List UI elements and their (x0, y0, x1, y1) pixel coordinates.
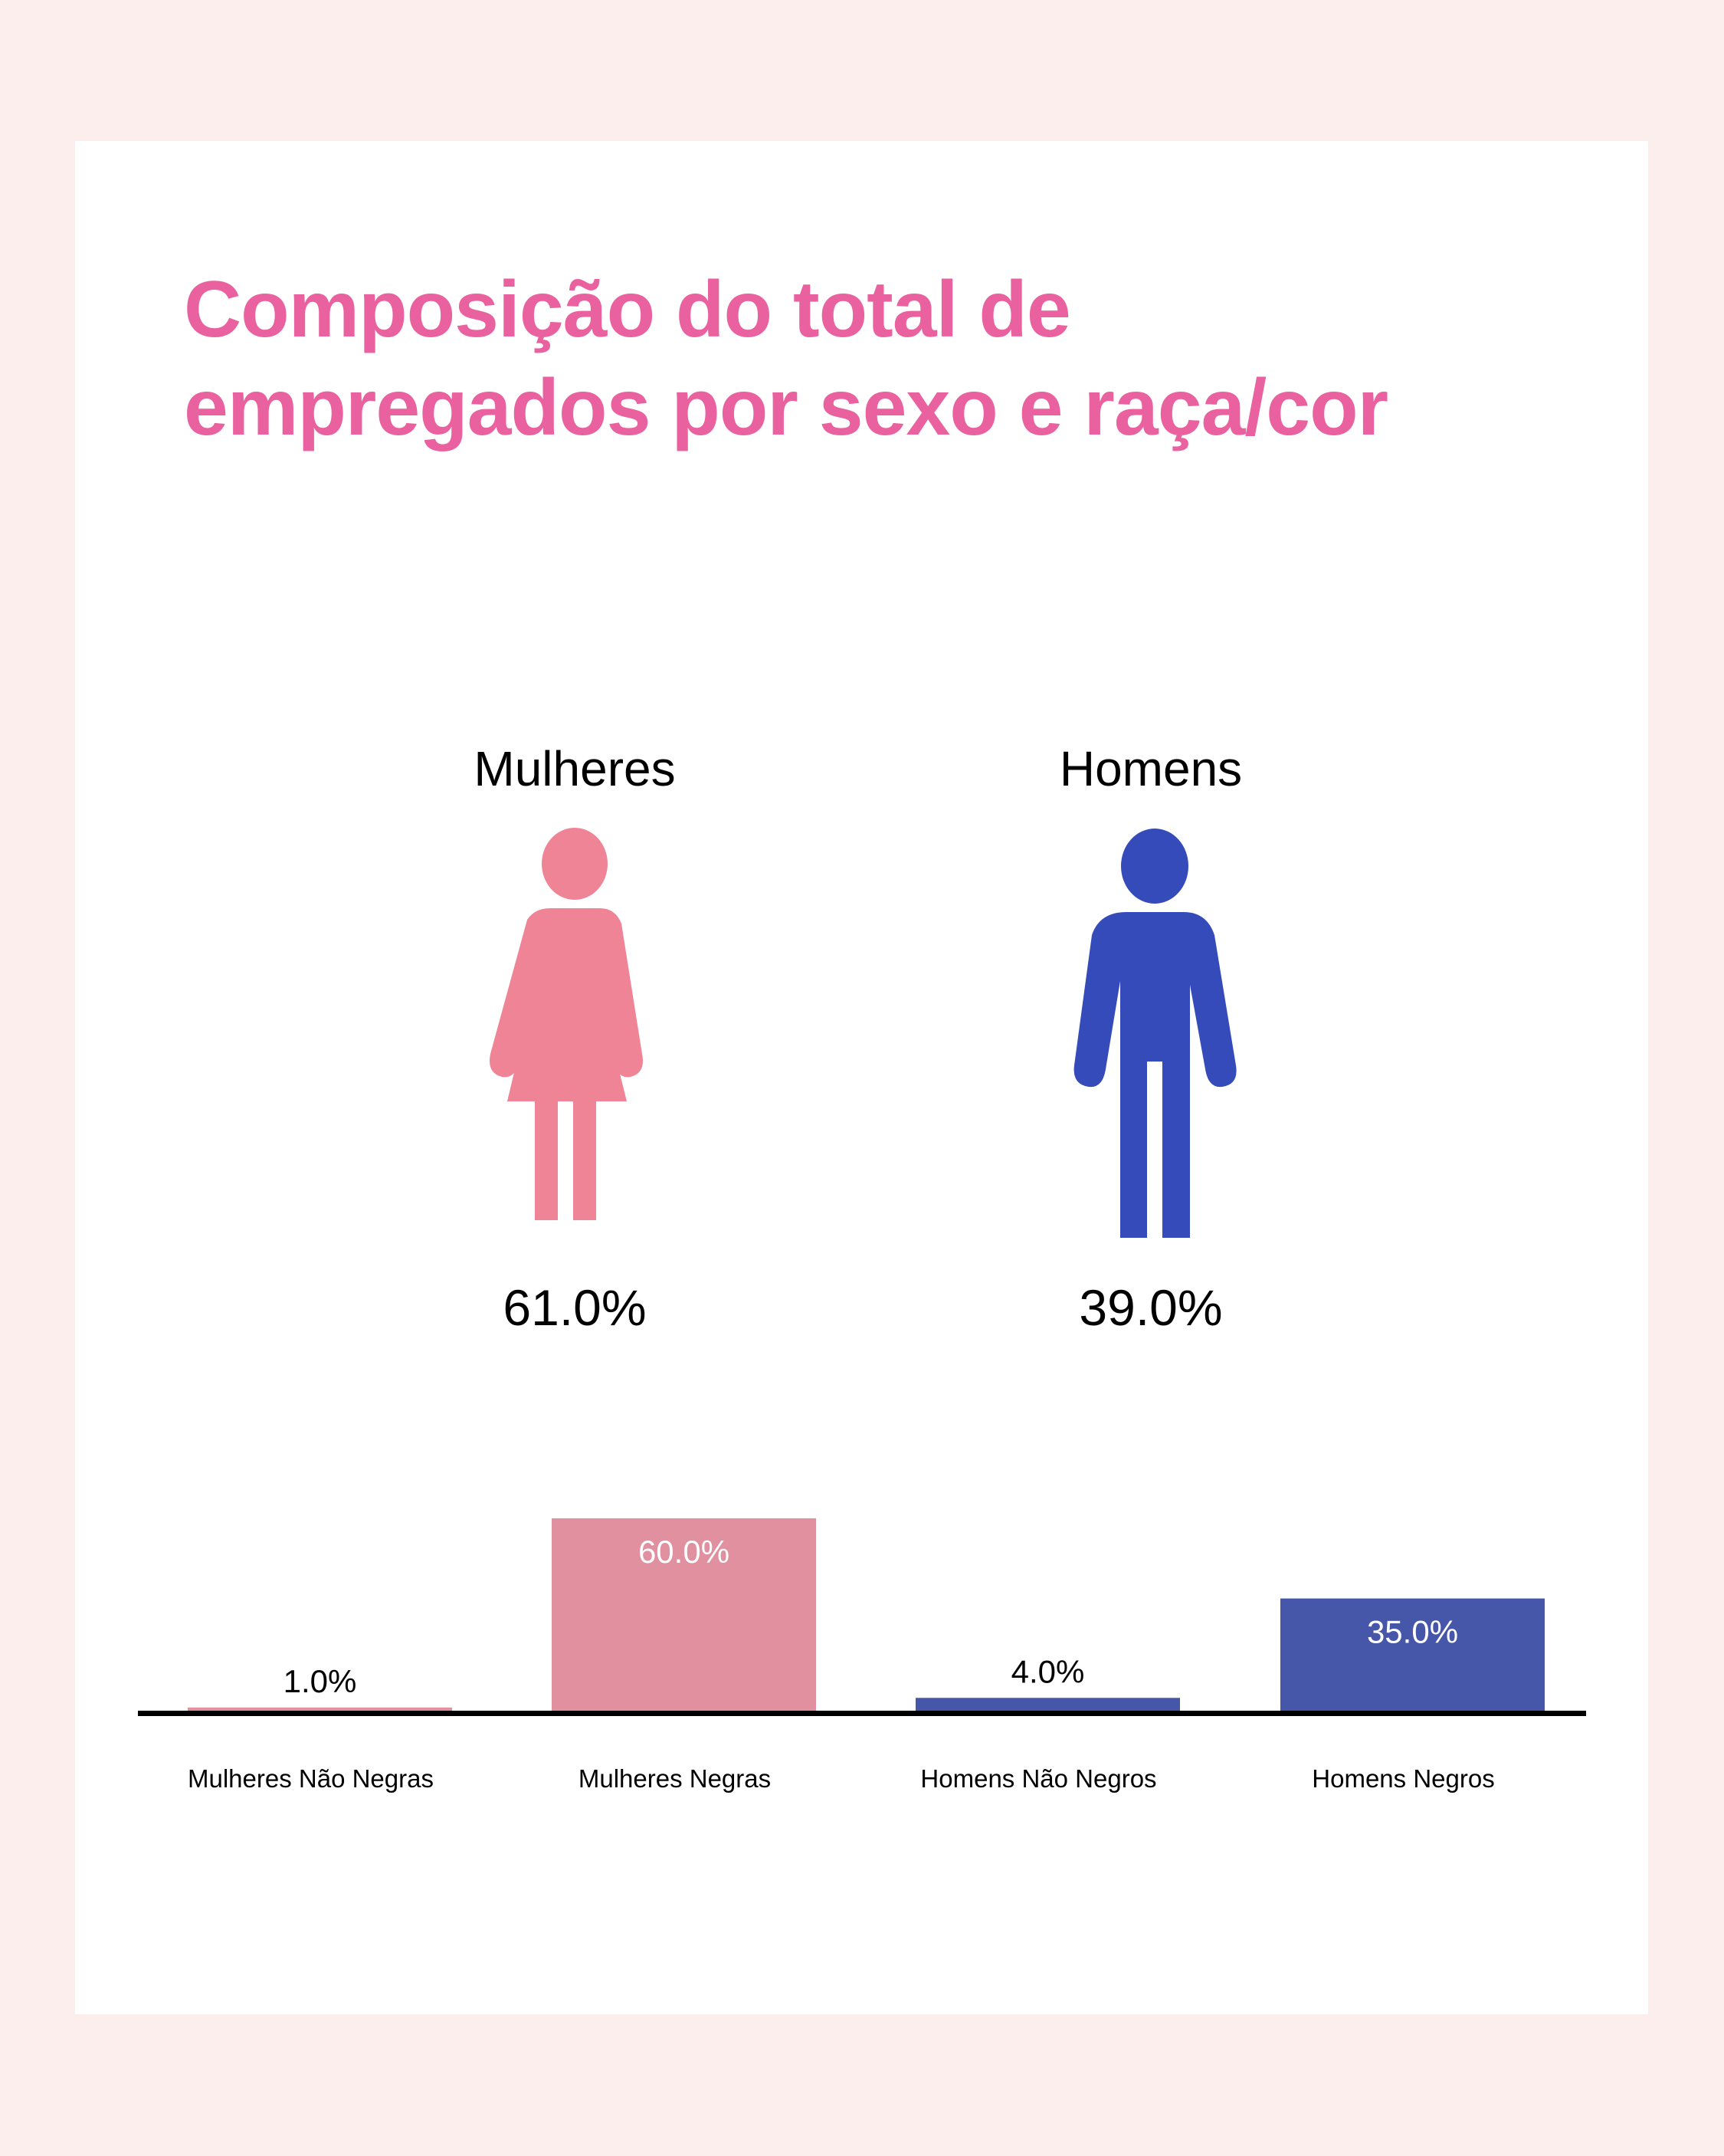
women-percent: 61.0% (503, 1279, 647, 1336)
category-label: Mulheres Negras (578, 1764, 771, 1793)
data-label: 1.0% (284, 1663, 357, 1699)
data-label: 60.0% (638, 1534, 729, 1570)
category-label: Homens Não Negros (920, 1764, 1156, 1793)
chart-title: Composição do total de empregados por sex… (184, 265, 1388, 452)
bar (1280, 1598, 1545, 1711)
men-label: Homens (1059, 741, 1243, 796)
data-label: 35.0% (1367, 1614, 1458, 1650)
category-label: Mulheres Não Negras (188, 1764, 434, 1793)
data-label: 4.0% (1011, 1653, 1085, 1689)
bar (552, 1518, 816, 1711)
women-label: Mulheres (474, 741, 676, 796)
man-icon (1073, 829, 1237, 1238)
category-label: Homens Negros (1312, 1764, 1494, 1793)
bar (916, 1698, 1180, 1711)
men-percent: 39.0% (1079, 1279, 1223, 1336)
woman-icon (490, 828, 643, 1220)
bar (188, 1707, 452, 1711)
x-axis-line (138, 1711, 1586, 1716)
